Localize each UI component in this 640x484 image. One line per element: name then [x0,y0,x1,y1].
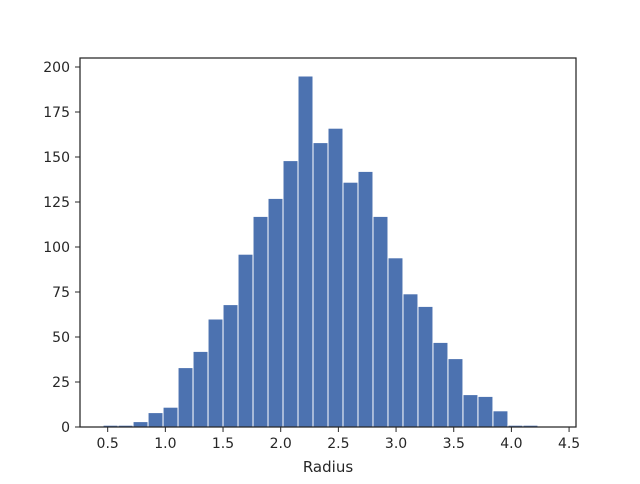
histogram-bar [402,293,419,428]
histogram-bar [327,127,344,428]
y-tick-label: 175 [43,105,70,121]
histogram-bar [192,350,209,428]
y-tick-label: 50 [52,330,70,346]
histogram-bar [207,318,224,428]
histogram-bar [267,197,284,428]
x-axis: 0.5 1.0 1.5 2.0 2.5 3.0 3.5 4.0 4.5 [97,427,580,452]
x-tick-label: 3.0 [385,436,407,452]
histogram-bar [432,341,449,428]
y-axis: 0 25 50 75 100 125 150 175 200 [43,60,80,436]
x-tick-label: 1.0 [154,436,176,452]
y-tick-label: 100 [43,240,70,256]
x-tick-label: 4.5 [558,436,580,452]
y-tick-label: 200 [43,60,70,76]
y-tick-label: 0 [61,420,70,436]
histogram-bar [417,305,434,428]
histogram-bar [132,421,149,428]
histogram-bar [477,395,494,428]
histogram-bar [147,412,164,428]
plot-frame [79,57,577,428]
histogram-bar [237,253,254,428]
x-tick-label: 4.0 [500,436,522,452]
y-tick-label: 150 [43,150,70,166]
y-tick-label: 75 [52,285,70,301]
histogram-bar [177,367,194,428]
histogram-bar [162,406,179,428]
histogram-bar [462,394,479,428]
histogram-bar [297,75,314,428]
x-tick-label: 1.5 [212,436,234,452]
histogram-bar [357,170,374,428]
x-axis-label: Radius [303,458,353,476]
histogram-bar [252,215,269,428]
histogram-bar [282,160,299,428]
histogram-bar [372,215,389,428]
histogram-bar [492,410,509,428]
y-tick-label: 125 [43,195,70,211]
x-tick-label: 2.5 [327,436,349,452]
x-tick-label: 2.0 [270,436,292,452]
y-tick-label: 25 [52,375,70,391]
x-tick-label: 0.5 [97,436,119,452]
histogram-bar [447,358,464,428]
histogram-bar [342,181,359,428]
histogram-bar [387,257,404,428]
histogram-bar [222,304,239,428]
x-tick-label: 3.5 [443,436,465,452]
histogram-bar [312,142,329,428]
